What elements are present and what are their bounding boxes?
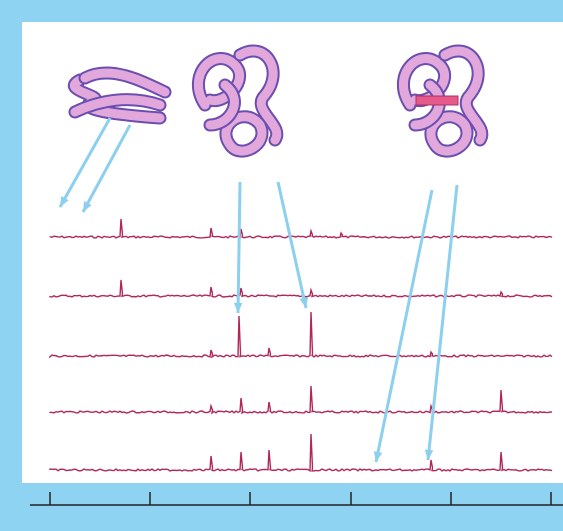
axis [30,492,563,506]
arrow-shaft [374,189,434,463]
arrow-head [83,201,92,212]
proteins [67,44,489,158]
protein-fill [221,112,267,156]
spectrum [49,218,553,240]
arrow-shaft [236,181,242,314]
protein-fill [205,80,239,130]
spectrum [49,311,553,359]
protein-fill [235,46,282,145]
spectrum [49,433,553,473]
protein-fill [426,112,472,156]
arrow-head [299,297,308,308]
protein-fill [70,95,165,117]
protein-fill [194,54,245,110]
arrow-shaft [276,181,308,309]
arrow-shaft [426,184,459,461]
arrows [58,117,459,463]
protein-fill [440,46,487,145]
protein-fill [410,80,444,130]
spectrum [49,279,553,298]
arrow-head [60,196,69,207]
arrow-head [233,302,243,313]
protein-fill [80,68,170,97]
arrow-head [373,451,383,462]
ligand [415,95,459,106]
spectrum [49,385,553,415]
arrow-shaft [81,124,132,213]
spectra [49,218,553,473]
arrow-shaft [58,117,112,208]
arrow-head [424,449,434,460]
